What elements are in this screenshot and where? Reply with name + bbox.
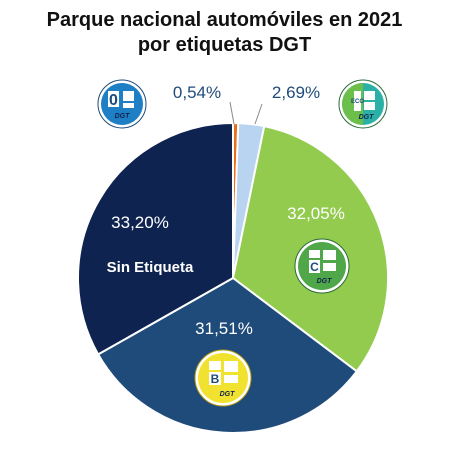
svg-text:DGT: DGT (220, 391, 236, 398)
svg-text:B: B (211, 372, 220, 386)
svg-text:C: C (310, 260, 319, 274)
slice-value-label: 33,20% (111, 213, 169, 232)
pie-slice-sin-etiqueta (77, 121, 234, 356)
chart-title-line-1: Parque nacional automóviles en 2021 (46, 9, 403, 31)
svg-text:DGT: DGT (359, 114, 375, 121)
slice-value-label: 2,69% (272, 83, 320, 102)
svg-text:0: 0 (109, 92, 118, 109)
svg-text:ECO: ECO (351, 99, 364, 105)
slice-value-label: 32,05% (287, 204, 345, 223)
slice-value-label: 0,54% (173, 83, 221, 102)
chart-title-line-2: por etiquetas DGT (137, 34, 312, 56)
slice-value-label: 31,51% (195, 319, 253, 338)
badge-b-icon: B DGT (194, 349, 252, 407)
leader-line (254, 103, 263, 125)
chart-title: Parque nacional automóviles en 2021 por … (0, 8, 449, 58)
svg-text:DGT: DGT (115, 113, 131, 120)
badge-eco-icon: ECO DGT (338, 79, 388, 129)
badge-zero-emissions-icon: 0 DGT (97, 79, 147, 129)
slice-category-label: Sin Etiqueta (107, 259, 194, 276)
badge-c-icon: C DGT (294, 238, 350, 294)
svg-text:DGT: DGT (317, 278, 333, 285)
leader-line (229, 101, 235, 125)
